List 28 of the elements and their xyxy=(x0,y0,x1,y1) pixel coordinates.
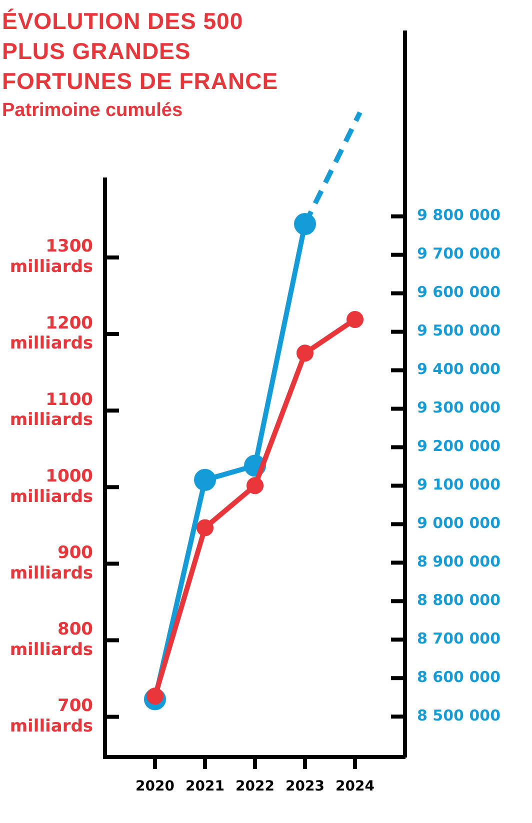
y2-tick-label: 9 100 000 xyxy=(417,476,501,494)
y2-tick-label: 8 500 000 xyxy=(417,706,501,724)
y2-tick-label: 9 400 000 xyxy=(417,360,501,378)
x-tick-label: 2020 xyxy=(136,778,175,795)
y2-tick-label: 9 300 000 xyxy=(417,398,501,417)
y-tick-label: 1300 milliards xyxy=(10,236,94,278)
y-tick-label: 1100 milliards xyxy=(10,390,94,430)
y2-tick-label: 9 800 000 xyxy=(417,206,501,224)
y-tick-label: 1200 milliards xyxy=(10,313,94,354)
x-tick-label: 2023 xyxy=(286,778,324,795)
y2-tick-label: 9 500 000 xyxy=(417,322,501,340)
y-tick-label: 1000 milliards xyxy=(10,466,94,507)
y2-tick-label: 9 600 000 xyxy=(417,283,501,302)
y2-tick-label: 8 700 000 xyxy=(417,630,501,648)
y-tick-label: 900 milliards xyxy=(10,542,94,584)
y2-tick-label: 8 800 000 xyxy=(417,591,501,610)
y2-tick-label: 8 900 000 xyxy=(417,552,501,571)
y2-tick-label: 9 200 000 xyxy=(417,437,501,456)
x-tick-label: 2022 xyxy=(236,778,274,795)
text: Patrimoine cumulés xyxy=(2,100,183,122)
y2-tick-label: 9 000 000 xyxy=(417,514,501,532)
x-tick-label: 2021 xyxy=(186,778,224,795)
x-tick-label: 2024 xyxy=(336,778,375,795)
y-tick-label: 700 milliards xyxy=(10,696,94,736)
y2-tick-label: 8 600 000 xyxy=(417,668,501,686)
y-tick-label: 800 milliards xyxy=(10,619,94,660)
chart-title: ÉVOLUTION DES 500 PLUS GRANDES FORTUNES DE FRANCE xyxy=(2,6,278,96)
y2-tick-label: 9 700 000 xyxy=(417,244,501,263)
